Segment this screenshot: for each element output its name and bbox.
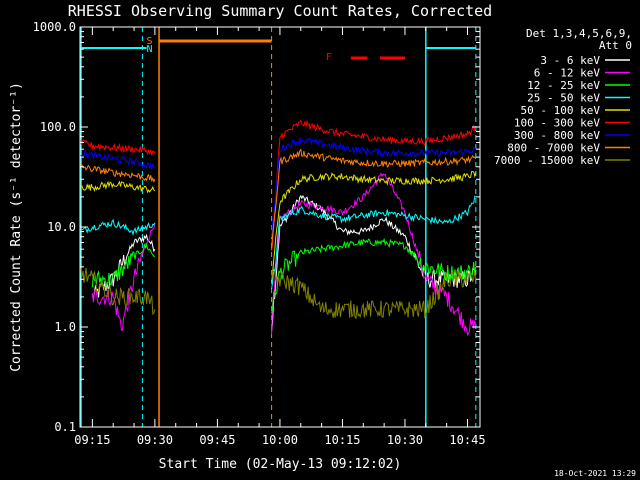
legend-label: 300 - 800 keV	[514, 129, 600, 142]
chart-title: RHESSI Observing Summary Count Rates, Co…	[68, 2, 492, 20]
y-tick-label: 1.0	[54, 320, 76, 334]
x-tick-label: 09:45	[199, 433, 235, 447]
series-line-8-seg-0	[79, 267, 156, 315]
y-axis-label: Corrected Count Rate (s⁻¹ detector⁻¹)	[9, 82, 24, 372]
annotation-f: F	[326, 52, 332, 63]
series-line-5-seg-1	[271, 119, 477, 251]
y-tick-label: 10.0	[47, 220, 76, 234]
legend-label: 12 - 25 keV	[527, 79, 600, 92]
x-axis-label: Start Time (02-May-13 09:12:02)	[159, 457, 402, 472]
timestamp-footer: 18-Oct-2021 13:29	[554, 469, 636, 478]
series-line-6-seg-1	[271, 136, 477, 238]
x-tick-label: 10:00	[262, 433, 298, 447]
y-tick-label: 0.1	[54, 420, 76, 434]
legend-label: 100 - 300 keV	[514, 117, 600, 130]
legend-header-line-1: Det 1,3,4,5,6,9,	[526, 27, 632, 40]
series-line-4-seg-0	[79, 180, 156, 194]
x-tick-label: 10:45	[449, 433, 485, 447]
x-tick-label: 10:15	[324, 433, 360, 447]
series-line-0-seg-1	[271, 194, 477, 332]
legend-label: 3 - 6 keV	[540, 54, 600, 67]
y-tick-label: 1000.0	[33, 20, 76, 34]
plot-area: SN F	[79, 27, 477, 427]
series-line-8-seg-1	[271, 269, 477, 320]
legend-label: 800 - 7000 keV	[507, 142, 600, 155]
y-tick-label: 100.0	[40, 120, 76, 134]
series-line-3-seg-0	[79, 218, 156, 237]
series-line-1-seg-1	[271, 172, 477, 336]
x-tick-label: 10:30	[387, 433, 423, 447]
series-line-7-seg-1	[271, 148, 477, 250]
series-line-2-seg-1	[271, 237, 477, 314]
series-line-4-seg-1	[271, 170, 477, 282]
x-tick-label: 09:30	[137, 433, 173, 447]
x-axis-ticks: 09:15 09:30 09:45 10:00 10:15 10:30 10:45	[74, 27, 486, 447]
legend-header-line-2: Att 0	[599, 39, 632, 52]
annotation-s: S	[147, 36, 153, 47]
legend-label: 50 - 100 keV	[521, 104, 601, 117]
legend-label: 25 - 50 keV	[527, 92, 600, 105]
series-line-1-seg-0	[91, 222, 156, 331]
series-line-6-seg-0	[79, 149, 156, 170]
legend-label: 7000 - 15000 keV	[494, 154, 600, 167]
x-tick-label: 09:15	[74, 433, 110, 447]
series-line-5-seg-0	[79, 138, 156, 156]
annotation-n: N	[147, 44, 153, 55]
series-line-7-seg-0	[79, 164, 156, 183]
legend-label: 6 - 12 keV	[534, 67, 601, 80]
series-line-3-seg-1	[271, 195, 477, 290]
y-axis-ticks: 0.1 1.0 10.0 100.0 1000.0	[33, 20, 480, 434]
series-line-2-seg-0	[91, 242, 156, 288]
